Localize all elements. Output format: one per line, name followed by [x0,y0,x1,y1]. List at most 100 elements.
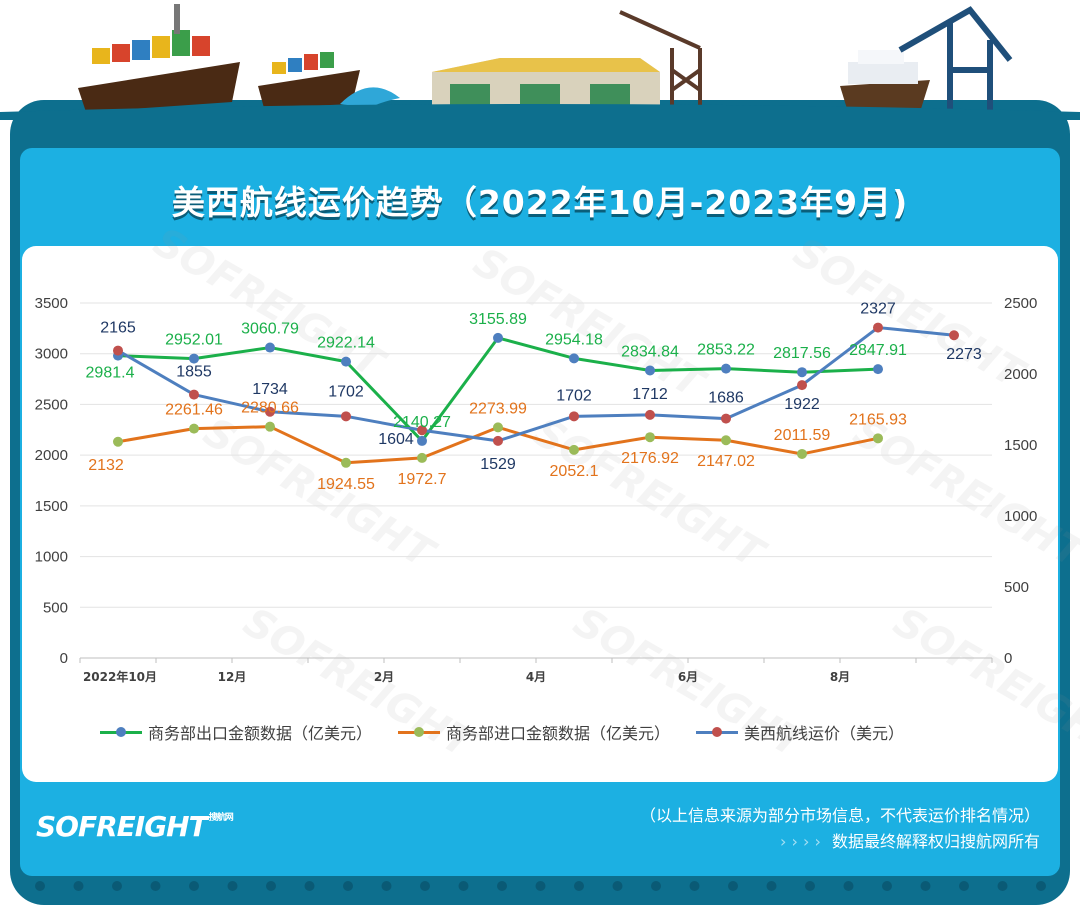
chart-legend: 商务部出口金额数据（亿美元） 商务部进口金额数据（亿美元） 美西航线运价（美元） [100,720,904,744]
rivet [689,881,700,891]
rivet [997,881,1008,891]
data-point [721,413,731,424]
data-label: 3155.89 [469,311,527,328]
data-label: 2817.56 [773,345,831,362]
data-point [645,432,655,443]
cruise-ship-icon [840,50,930,112]
data-label: 3060.79 [241,321,299,338]
source-note: （以上信息来源为部分市场信息，不代表运价排名情况） [639,806,1040,825]
rivet [1036,881,1046,891]
rivet [381,881,392,891]
data-point [949,330,959,341]
x-tick-label: 2022年10月 [83,669,157,684]
wave-icon [340,87,400,108]
harbor-illustration [0,4,1080,120]
rights-line: › › › › 数据最终解释权归搜航网所有 [640,829,1040,855]
rights-note: 数据最终解释权归搜航网所有 [831,832,1040,851]
chart-card [22,246,1058,782]
data-label: 1712 [632,386,668,403]
cargo-ship-icon [258,52,360,108]
data-label: 2132 [88,457,124,474]
rivet [766,881,777,891]
sofreight-logo: SOFREIGHT 搜航网 [36,810,234,843]
data-label: 1702 [328,383,364,400]
data-label: 2261.46 [165,402,223,419]
y-right-tick-label: 1000 [1004,508,1037,525]
data-label: 1686 [708,390,744,407]
data-point [645,409,655,420]
crane-icon [619,10,702,108]
legend-item-import: 商务部进口金额数据（亿美元） [398,720,670,744]
data-point [797,448,807,459]
data-label: 2176.92 [621,450,679,467]
legend-swatch [398,726,441,737]
y-left-tick-label: 1500 [35,498,68,515]
data-label: 2327 [860,301,896,318]
rivet [651,881,661,891]
y-left-tick-label: 0 [60,650,68,667]
data-point [189,389,199,400]
data-label: 2147.02 [697,453,755,470]
rivet [805,881,815,891]
data-label: 2052.1 [550,463,599,480]
y-left-tick-label: 2000 [35,447,68,464]
y-left-tick-label: 3000 [35,346,68,363]
chevrons-icon: › › › › [780,832,821,851]
rivet [458,881,469,891]
data-label: 2165.93 [849,411,907,428]
data-label: 2280.66 [241,400,299,417]
data-point [721,363,731,374]
series-line [117,326,955,443]
legend-item-export: 商务部出口金额数据（亿美元） [100,720,372,744]
rivet [882,881,892,891]
y-right-tick-label: 2000 [1004,366,1037,383]
y-left-tick-label: 1000 [35,549,68,566]
data-point [113,345,123,356]
rivet [920,881,931,891]
data-point [569,411,579,422]
data-point [417,435,427,446]
data-point [189,423,199,434]
y-right-tick-label: 1500 [1004,437,1037,454]
data-label: 2834.84 [621,343,679,360]
data-point [569,444,579,455]
x-tick-label: 8月 [830,670,850,684]
rivet [420,881,430,891]
data-point [417,425,427,436]
x-tick-label: 2月 [374,670,394,684]
data-label: 1922 [784,396,820,413]
data-point [493,332,503,343]
data-label: 1604 [378,431,414,448]
rivet [35,881,45,891]
legend-label: 商务部出口金额数据（亿美元） [148,724,373,743]
data-point [721,435,731,446]
data-label: 2273 [946,346,982,363]
data-point [493,435,503,446]
data-label: 2165 [100,320,136,337]
rivet [959,881,969,891]
data-label: 1972.7 [398,471,447,488]
rivet [612,881,623,891]
data-point [265,406,275,417]
data-point [873,433,883,444]
rivet [73,881,84,891]
data-label: 2954.18 [545,331,603,348]
rivet [304,881,315,891]
footer-notes: （以上信息来源为部分市场信息，不代表运价排名情况） › › › › 数据最终解释… [640,803,1040,855]
data-point [341,356,351,367]
data-label: 1855 [176,364,212,381]
rivet [150,881,161,891]
cargo-ship-icon [78,4,240,112]
data-point [493,422,503,433]
legend-label: 商务部进口金额数据（亿美元） [446,724,671,743]
rivet [189,881,199,891]
data-label: 2853.22 [697,342,755,359]
warehouse-icon [432,58,660,108]
y-left-tick-label: 2500 [35,396,68,413]
rivet [843,881,854,891]
data-point [569,353,579,364]
port-crane-icon [898,6,1013,110]
data-label: 2847.91 [849,342,907,359]
data-label: 1529 [480,456,516,473]
data-point [265,342,275,353]
